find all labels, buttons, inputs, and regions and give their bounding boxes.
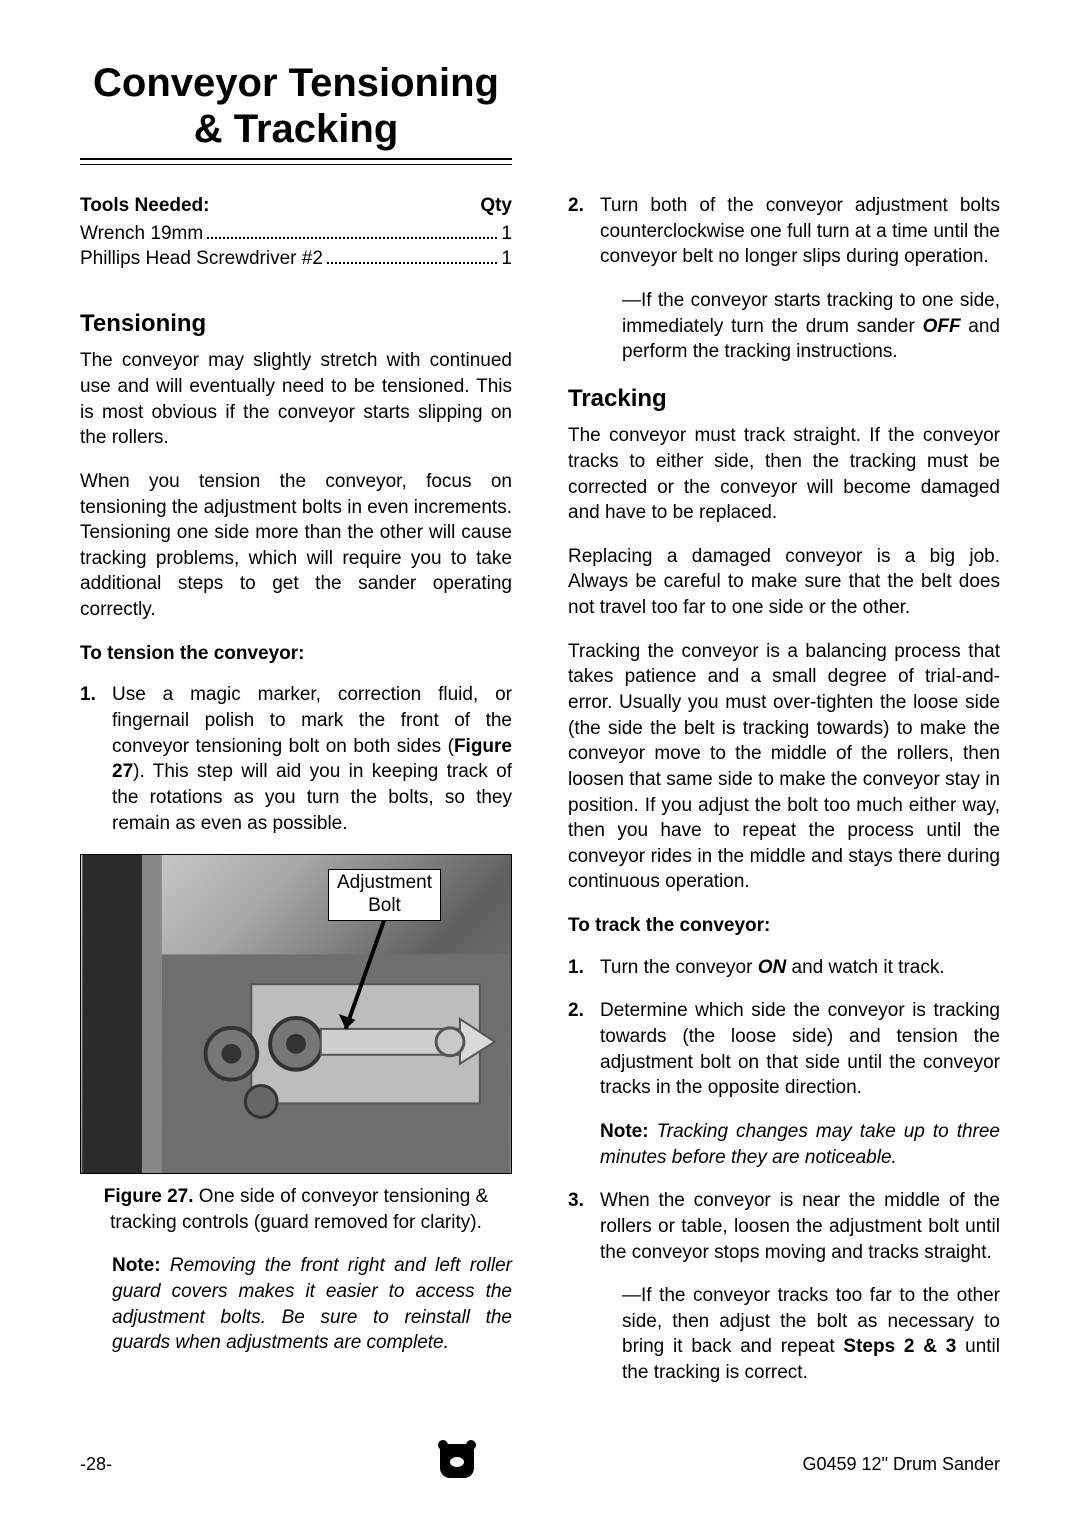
body-text: Replacing a damaged conveyor is a big jo… xyxy=(568,544,1000,621)
page-number: -28- xyxy=(80,1452,112,1476)
note-block: Note: Removing the front right and left … xyxy=(112,1253,512,1356)
track-steps: 1. Turn the conveyor ON and watch it tra… xyxy=(568,955,1000,1101)
on-keyword: ON xyxy=(758,957,787,978)
callout-line2: Bolt xyxy=(368,895,401,916)
tool-qty: 1 xyxy=(501,221,512,247)
step-text: Turn both of the conveyor adjustment bol… xyxy=(600,193,1000,270)
dash-text: —If the conveyor starts tracking to one … xyxy=(622,288,1000,365)
body-text: Tracking the conveyor is a balancing pro… xyxy=(568,639,1000,895)
step-number: 1. xyxy=(80,682,112,836)
figure-caption: Figure 27. One side of conveyor tensioni… xyxy=(80,1184,512,1235)
step-number: 2. xyxy=(568,998,600,1101)
body-text: The conveyor must track straight. If the… xyxy=(568,423,1000,526)
tension-steps-cont: 2. Turn both of the conveyor adjustment … xyxy=(568,193,1000,270)
list-item: 1. Use a magic marker, correction fluid,… xyxy=(80,682,512,836)
dot-leader xyxy=(327,262,498,264)
bear-logo-icon xyxy=(440,1444,474,1478)
step-text: Use a magic marker, correction fluid, or… xyxy=(112,682,512,836)
dash-marker xyxy=(600,1283,622,1386)
list-item: 2. Determine which side the conveyor is … xyxy=(568,998,1000,1101)
tools-needed-label: Tools Needed: xyxy=(80,193,210,219)
tool-name: Phillips Head Screwdriver #2 xyxy=(80,246,323,272)
note-label: Note: xyxy=(600,1121,649,1142)
step-text: Turn the conveyor ON and watch it track. xyxy=(600,955,1000,981)
tool-name: Wrench 19mm xyxy=(80,221,203,247)
right-column: 2. Turn both of the conveyor adjustment … xyxy=(568,193,1000,1404)
tool-qty: 1 xyxy=(501,246,512,272)
page-footer: -28- G0459 12" Drum Sander xyxy=(80,1444,1000,1484)
tensioning-heading: Tensioning xyxy=(80,308,512,340)
figure-illustration xyxy=(81,855,511,1173)
body-text: When you tension the conveyor, focus on … xyxy=(80,469,512,623)
tool-row: Wrench 19mm 1 xyxy=(80,221,512,247)
note-block: Note: Tracking changes may take up to th… xyxy=(600,1119,1000,1170)
figure-27-image: Adjustment Bolt xyxy=(80,854,512,1174)
title-rule xyxy=(80,164,512,165)
note-text: Removing the front right and left roller… xyxy=(112,1255,512,1353)
step-number: 2. xyxy=(568,193,600,270)
list-item: 3. When the conveyor is near the middle … xyxy=(568,1188,1000,1265)
step-number: 1. xyxy=(568,955,600,981)
note-label: Note: xyxy=(112,1255,161,1276)
tools-qty-label: Qty xyxy=(480,193,512,219)
body-text: The conveyor may slightly stretch with c… xyxy=(80,348,512,451)
list-item: 1. Turn the conveyor ON and watch it tra… xyxy=(568,955,1000,981)
step-text: When the conveyor is near the middle of … xyxy=(600,1188,1000,1265)
tools-header: Tools Needed: Qty xyxy=(80,193,512,219)
dot-leader xyxy=(207,237,497,239)
dash-subitem: —If the conveyor starts tracking to one … xyxy=(600,288,1000,365)
caption-label: Figure 27. xyxy=(104,1186,194,1207)
off-keyword: OFF xyxy=(923,316,961,337)
footer-logo-wrap xyxy=(112,1444,802,1484)
steps-ref: Steps 2 & 3 xyxy=(843,1336,956,1357)
step-number: 3. xyxy=(568,1188,600,1265)
callout-line1: Adjustment xyxy=(337,872,432,893)
text-run: ). This step will aid you in keeping tra… xyxy=(112,761,512,833)
tension-steps: 1. Use a magic marker, correction fluid,… xyxy=(80,682,512,836)
dash-marker xyxy=(600,288,622,365)
tracking-heading: Tracking xyxy=(568,383,1000,415)
figure-callout-label: Adjustment Bolt xyxy=(328,869,441,921)
step-text: Determine which side the conveyor is tra… xyxy=(600,998,1000,1101)
step-label: To track the conveyor: xyxy=(568,913,1000,939)
dash-text: —If the conveyor tracks too far to the o… xyxy=(622,1283,1000,1386)
list-item: 2. Turn both of the conveyor adjustment … xyxy=(568,193,1000,270)
text-run: Use a magic marker, correction fluid, or… xyxy=(112,684,512,756)
dash-subitem: —If the conveyor tracks too far to the o… xyxy=(600,1283,1000,1386)
model-label: G0459 12" Drum Sander xyxy=(803,1452,1001,1476)
left-column: Tools Needed: Qty Wrench 19mm 1 Phillips… xyxy=(80,193,512,1404)
step-label: To tension the conveyor: xyxy=(80,641,512,667)
content-columns: Tools Needed: Qty Wrench 19mm 1 Phillips… xyxy=(80,193,1000,1404)
text-run: and watch it track. xyxy=(786,957,944,978)
tool-row: Phillips Head Screwdriver #2 1 xyxy=(80,246,512,272)
page-title: Conveyor Tensioning & Tracking xyxy=(80,60,512,160)
track-steps-cont: 3. When the conveyor is near the middle … xyxy=(568,1188,1000,1265)
note-text: Tracking changes may take up to three mi… xyxy=(600,1121,1000,1168)
text-run: Turn the conveyor xyxy=(600,957,758,978)
